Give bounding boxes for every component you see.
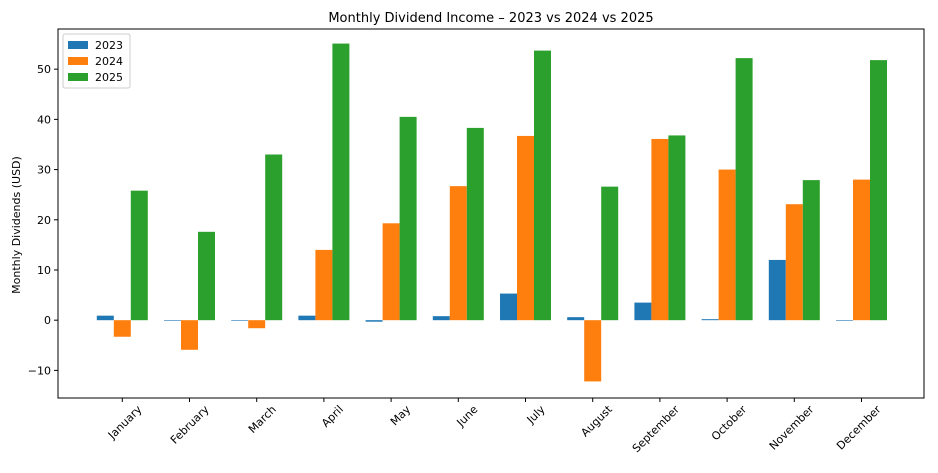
bar-2024-march: [248, 320, 266, 329]
bars-layer: [96, 43, 887, 382]
bar-2024-january: [113, 320, 131, 337]
bar-2024-october: [718, 169, 736, 321]
bar-2023-december: [836, 320, 853, 321]
x-tick-label-august: August: [578, 402, 615, 439]
y-tick-label: 50: [37, 63, 51, 76]
bar-2024-july: [517, 135, 534, 321]
bar-2025-december: [870, 60, 887, 321]
bar-2025-september: [668, 135, 686, 321]
bar-2024-november: [785, 204, 803, 321]
legend-label-2024: 2024: [95, 55, 123, 68]
x-tick-label-march: March: [246, 403, 279, 436]
y-tick-label: 20: [37, 214, 51, 227]
bar-2025-july: [534, 50, 551, 321]
x-tick-label-november: November: [767, 403, 817, 453]
bar-2024-august: [584, 320, 602, 382]
y-tick-label: 40: [37, 113, 51, 126]
bar-2023-september: [634, 302, 652, 321]
x-tick-label-january: January: [105, 403, 145, 443]
y-tick-label: 0: [44, 314, 51, 327]
legend: 2023 2024 2025: [62, 33, 131, 89]
bar-2023-august: [567, 317, 585, 321]
x-tick-label-june: June: [454, 403, 481, 430]
legend-label-2023: 2023: [95, 39, 123, 52]
y-tick-label: −10: [28, 364, 51, 377]
bar-2023-may: [365, 320, 383, 322]
bar-2024-april: [315, 249, 333, 321]
bar-2025-january: [130, 190, 148, 321]
bar-2025-may: [399, 116, 417, 321]
x-tick-label-may: May: [388, 403, 414, 429]
bar-2024-june: [449, 186, 467, 321]
legend-swatch-2024: [68, 57, 88, 65]
y-axis-label: Monthly Dividends (USD): [10, 156, 23, 294]
bar-2025-april: [332, 43, 350, 321]
bar-2024-may: [382, 223, 400, 321]
bar-2023-january: [96, 315, 114, 321]
bar-2025-november: [802, 180, 820, 321]
bar-2025-june: [466, 127, 484, 321]
bar-2025-february: [198, 231, 215, 321]
bar-2023-april: [298, 315, 316, 321]
x-tick-label-july: July: [524, 403, 548, 427]
bar-2023-june: [432, 316, 450, 321]
bar-2024-february: [181, 320, 198, 350]
bar-2024-december: [853, 179, 870, 321]
bar-2023-march: [231, 320, 249, 321]
legend-swatch-2025: [68, 73, 88, 81]
bar-2023-july: [500, 293, 517, 321]
legend-swatch-2023: [68, 41, 88, 49]
legend-label-2025: 2025: [95, 71, 123, 84]
bar-2025-august: [601, 186, 619, 321]
chart-title: Monthly Dividend Income – 2023 vs 2024 v…: [328, 11, 653, 26]
bar-2023-february: [164, 320, 181, 321]
y-tick-label: 10: [37, 264, 51, 277]
y-axis-ticks: −10 0 10 20 30 40 50: [28, 63, 58, 377]
x-tick-label-december: December: [834, 403, 884, 453]
x-tick-label-february: February: [168, 403, 212, 447]
plot-frame: [57, 28, 925, 399]
x-tick-label-october: October: [709, 403, 750, 444]
x-tick-label-september: September: [630, 403, 683, 456]
y-tick-label: 30: [37, 164, 51, 177]
bar-2025-october: [735, 58, 753, 321]
bar-2024-september: [651, 138, 669, 321]
bar-2023-october: [701, 319, 719, 321]
x-axis-ticks: January February March April May June July Augu…: [105, 398, 884, 455]
x-tick-label-april: April: [319, 403, 346, 430]
bar-2023-november: [768, 259, 786, 321]
bar-2025-march: [265, 154, 283, 321]
